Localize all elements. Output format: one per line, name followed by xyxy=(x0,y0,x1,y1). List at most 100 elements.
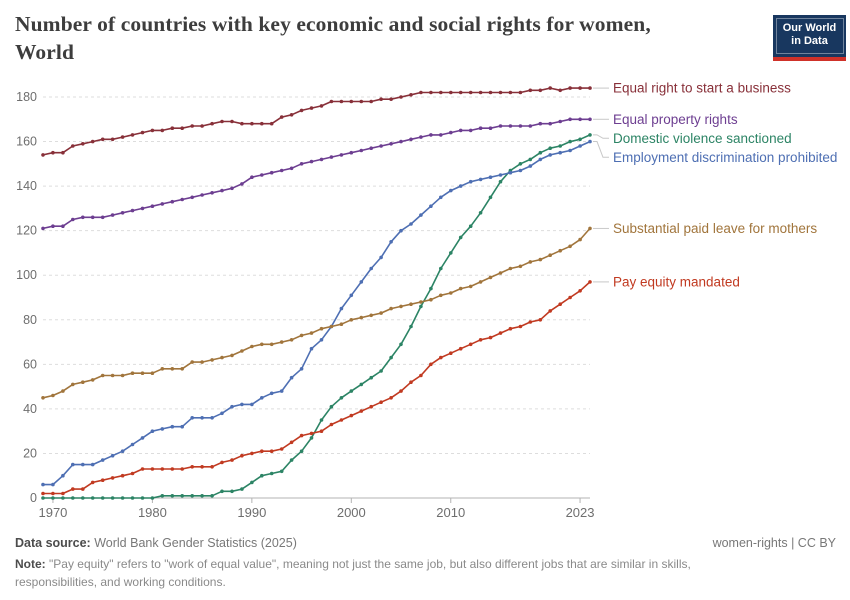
data-point[interactable] xyxy=(260,473,264,478)
data-point[interactable] xyxy=(498,90,503,95)
data-point[interactable] xyxy=(429,133,433,137)
data-point[interactable] xyxy=(71,382,75,387)
data-point[interactable] xyxy=(61,491,65,496)
data-point[interactable] xyxy=(51,393,55,398)
data-point[interactable] xyxy=(130,371,135,376)
data-point[interactable] xyxy=(588,117,592,122)
data-point[interactable] xyxy=(100,458,105,462)
data-point[interactable] xyxy=(160,427,165,431)
data-point[interactable] xyxy=(200,360,204,364)
data-point[interactable] xyxy=(250,402,254,407)
data-point[interactable] xyxy=(150,496,155,500)
data-point[interactable] xyxy=(260,449,264,454)
data-point[interactable] xyxy=(110,476,115,480)
data-point[interactable] xyxy=(429,286,433,291)
data-point[interactable] xyxy=(240,487,244,491)
data-point[interactable] xyxy=(588,86,592,90)
data-point[interactable] xyxy=(478,126,483,130)
data-point[interactable] xyxy=(51,482,55,487)
series-line-employment-discrimination-prohibited[interactable] xyxy=(43,140,591,486)
data-point[interactable] xyxy=(478,338,483,342)
data-point[interactable] xyxy=(190,494,194,498)
data-point[interactable] xyxy=(269,391,274,396)
data-point[interactable] xyxy=(488,335,493,340)
data-point[interactable] xyxy=(558,119,562,124)
data-point[interactable] xyxy=(528,260,533,264)
data-point[interactable] xyxy=(399,342,403,347)
data-point[interactable] xyxy=(71,496,75,500)
data-point[interactable] xyxy=(269,449,274,454)
data-point[interactable] xyxy=(319,326,324,331)
data-point[interactable] xyxy=(269,471,274,476)
data-point[interactable] xyxy=(220,489,224,494)
data-point[interactable] xyxy=(90,480,95,485)
data-point[interactable] xyxy=(588,280,592,284)
data-point[interactable] xyxy=(538,88,543,93)
series-label-equal-property-rights[interactable]: Equal property rights xyxy=(613,112,738,127)
data-point[interactable] xyxy=(518,324,523,329)
data-point[interactable] xyxy=(90,215,95,220)
data-point[interactable] xyxy=(528,124,533,128)
data-point[interactable] xyxy=(439,266,443,271)
data-point[interactable] xyxy=(558,88,562,93)
data-point[interactable] xyxy=(339,418,344,422)
data-point[interactable] xyxy=(508,326,513,331)
data-point[interactable] xyxy=(588,226,592,231)
data-point[interactable] xyxy=(319,418,324,422)
series-label-domestic-violence-sanctioned[interactable]: Domestic violence sanctioned xyxy=(613,131,792,146)
data-point[interactable] xyxy=(309,106,314,110)
data-point[interactable] xyxy=(528,320,533,324)
data-point[interactable] xyxy=(250,480,254,485)
data-point[interactable] xyxy=(130,442,135,447)
data-point[interactable] xyxy=(379,255,383,260)
data-point[interactable] xyxy=(170,467,175,471)
data-point[interactable] xyxy=(279,340,284,344)
data-point[interactable] xyxy=(81,380,85,385)
data-point[interactable] xyxy=(200,193,204,197)
data-point[interactable] xyxy=(210,465,214,469)
data-point[interactable] xyxy=(210,191,214,195)
data-point[interactable] xyxy=(329,422,334,427)
data-point[interactable] xyxy=(578,289,582,293)
data-point[interactable] xyxy=(130,496,135,500)
data-point[interactable] xyxy=(518,124,523,128)
data-point[interactable] xyxy=(289,375,294,380)
data-point[interactable] xyxy=(558,248,562,253)
data-point[interactable] xyxy=(439,293,443,298)
data-point[interactable] xyxy=(61,389,65,393)
data-point[interactable] xyxy=(429,204,433,208)
data-point[interactable] xyxy=(439,90,443,95)
data-point[interactable] xyxy=(349,318,354,322)
data-point[interactable] xyxy=(200,124,204,128)
data-point[interactable] xyxy=(81,142,85,146)
data-point[interactable] xyxy=(588,133,592,137)
data-point[interactable] xyxy=(279,447,284,451)
data-point[interactable] xyxy=(110,496,115,500)
data-point[interactable] xyxy=(538,318,543,322)
series-label-employment-discrimination-prohibited[interactable]: Employment discrimination prohibited xyxy=(613,150,837,165)
data-point[interactable] xyxy=(81,215,85,220)
data-point[interactable] xyxy=(379,369,383,373)
data-point[interactable] xyxy=(568,244,572,249)
data-point[interactable] xyxy=(299,367,304,371)
data-point[interactable] xyxy=(160,128,165,133)
series-label-substantial-paid-leave-for-mothers[interactable]: Substantial paid leave for mothers xyxy=(613,221,817,236)
data-point[interactable] xyxy=(269,170,274,175)
data-point[interactable] xyxy=(568,148,572,153)
data-point[interactable] xyxy=(61,473,65,478)
data-point[interactable] xyxy=(488,126,493,130)
data-point[interactable] xyxy=(120,135,125,139)
data-point[interactable] xyxy=(439,195,443,200)
data-point[interactable] xyxy=(319,338,324,342)
data-point[interactable] xyxy=(210,358,214,362)
data-point[interactable] xyxy=(349,99,354,104)
data-point[interactable] xyxy=(81,462,85,467)
data-point[interactable] xyxy=(289,440,294,445)
data-point[interactable] xyxy=(339,322,344,327)
series-label-equal-right-to-start-a-business[interactable]: Equal right to start a business xyxy=(613,81,791,96)
data-point[interactable] xyxy=(449,291,453,295)
data-point[interactable] xyxy=(220,119,224,124)
data-point[interactable] xyxy=(468,284,473,289)
data-point[interactable] xyxy=(309,331,314,335)
data-point[interactable] xyxy=(578,117,582,122)
